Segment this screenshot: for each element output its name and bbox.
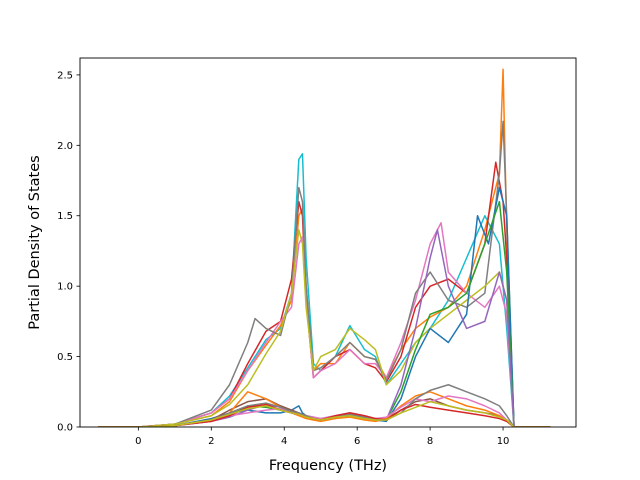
- pdos-series-line-15: [98, 400, 551, 427]
- y-axis-ticks: 0.0 0.5 1.0 1.5 2.0 2.5: [57, 70, 80, 434]
- y-tick-label: 2.5: [57, 70, 73, 81]
- pdos-series-line-6: [98, 229, 551, 427]
- x-tick-label: 6: [354, 436, 360, 447]
- x-tick-label: 8: [427, 436, 433, 447]
- y-axis-label: Partial Density of States: [27, 155, 43, 329]
- plot-frame: [79, 57, 577, 428]
- x-tick-label: 0: [135, 436, 141, 447]
- x-tick-label: 2: [208, 436, 214, 447]
- pdos-series-line-3: [98, 161, 551, 427]
- y-tick-label: 1.0: [57, 282, 73, 293]
- x-tick-label: 4: [281, 436, 287, 447]
- pdos-series-line-11: [98, 391, 551, 427]
- y-tick-label: 0.5: [57, 352, 73, 363]
- y-tick-label: 0.0: [57, 423, 73, 434]
- y-tick-label: 1.5: [57, 211, 73, 222]
- x-axis-ticks: 0 2 4 6 8 10: [135, 427, 509, 447]
- series-lines: [98, 68, 551, 427]
- y-tick-label: 2.0: [57, 141, 73, 152]
- x-axis-label: Frequency (THz): [269, 458, 387, 474]
- pdos-series-line-4: [98, 222, 551, 427]
- pdos-series-line-5: [98, 120, 551, 427]
- x-tick-label: 10: [497, 436, 510, 447]
